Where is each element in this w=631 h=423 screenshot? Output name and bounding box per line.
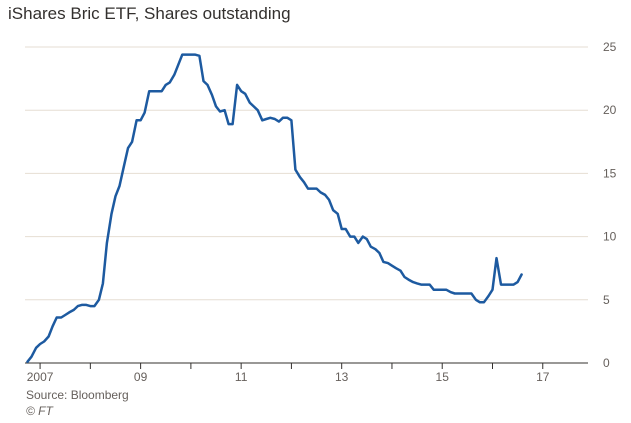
y-tick-label: 5 [603, 293, 610, 307]
gridlines [25, 46, 588, 364]
series-line [26, 53, 523, 363]
x-tick-label: 15 [436, 370, 450, 384]
x-tick-label: 11 [235, 370, 248, 384]
ft-credit: © FT [26, 404, 53, 418]
x-axis: 2007 09 11 13 15 17 [27, 363, 550, 384]
y-tick-label: 10 [603, 230, 617, 244]
x-tick-label: 2007 [27, 370, 54, 384]
source-note: Source: Bloomberg [26, 388, 129, 402]
chart-title: iShares Bric ETF, Shares outstanding [8, 4, 291, 23]
y-tick-label: 20 [603, 103, 617, 117]
x-tick-label: 09 [134, 370, 148, 384]
y-tick-label: 0 [603, 356, 610, 370]
y-tick-label: 25 [603, 40, 617, 54]
y-tick-label: 15 [603, 166, 617, 180]
x-tick-label: 13 [335, 370, 349, 384]
series-lines [26, 53, 523, 363]
y-axis: 0 5 10 15 20 25 [603, 40, 617, 370]
x-tick-label: 17 [536, 370, 550, 384]
